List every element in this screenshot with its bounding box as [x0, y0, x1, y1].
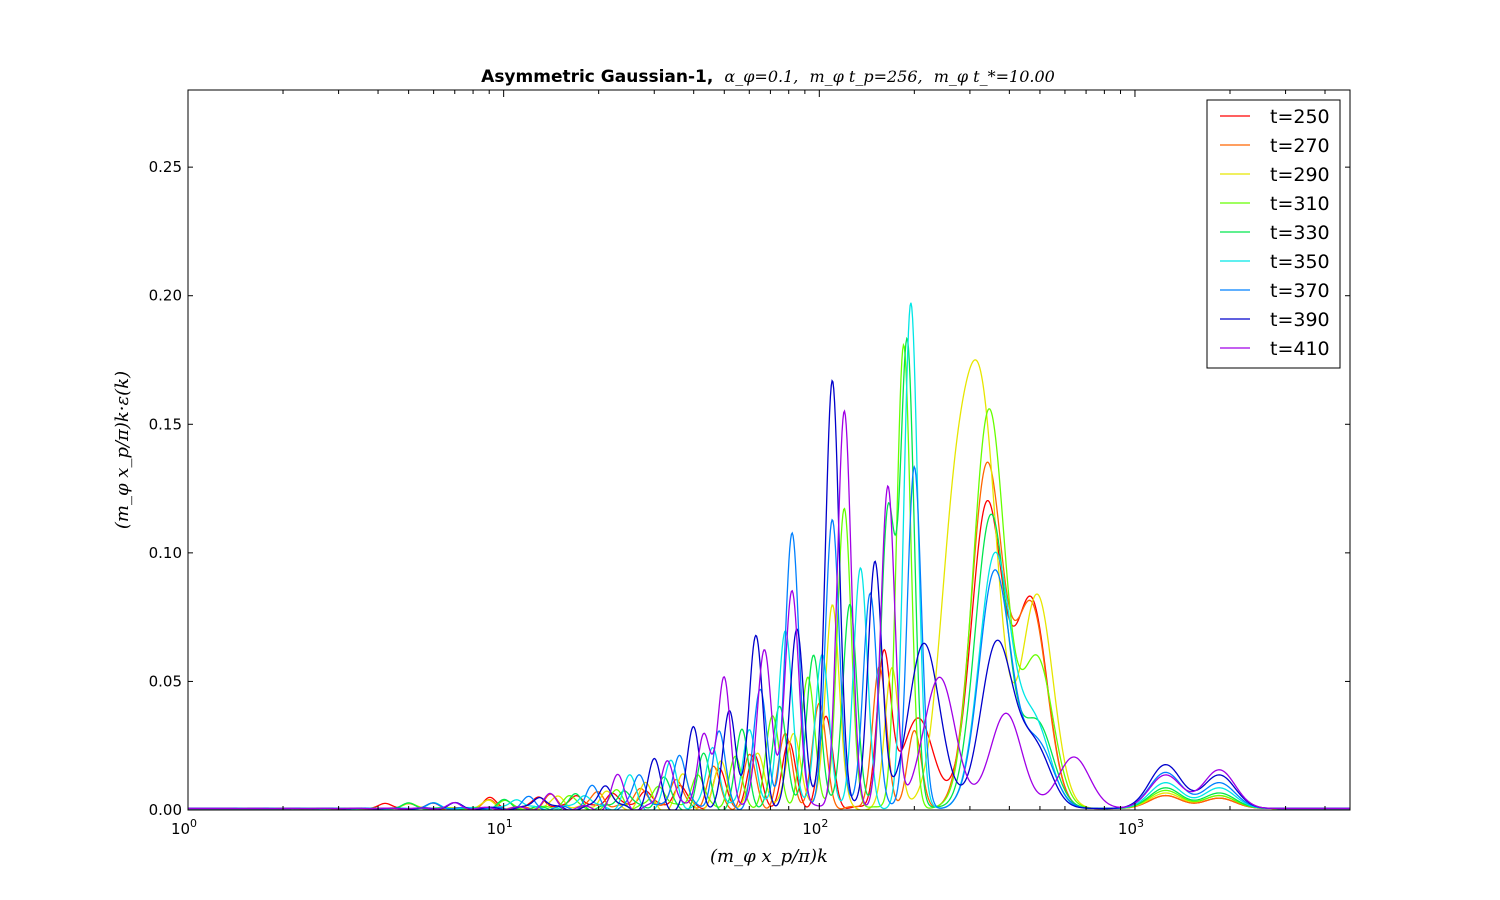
- legend-label: t=390: [1270, 309, 1330, 331]
- x-tick-label-base: 10: [1118, 820, 1137, 838]
- y-tick-label: 0.15: [149, 415, 182, 433]
- series-line-t-330: [188, 336, 1350, 810]
- series-line-t-250: [188, 499, 1350, 810]
- chart-title-param-tp: m_φ t_p=256,: [809, 67, 922, 86]
- legend-label: t=270: [1270, 135, 1330, 157]
- legend-label: t=350: [1270, 251, 1330, 273]
- y-axis-label: (m_φ x_p/π)k·ε(k): [112, 371, 133, 529]
- series-line-t-390: [188, 379, 1350, 810]
- x-tick-label: 101: [487, 817, 513, 838]
- x-axis-label: (m_φ x_p/π)k: [710, 846, 828, 867]
- x-tick-label-exponent: 0: [190, 817, 197, 830]
- x-tick-label: 100: [171, 817, 197, 838]
- legend-label: t=250: [1270, 106, 1330, 128]
- x-tick-label: 103: [1118, 817, 1144, 838]
- x-tick-label-base: 10: [487, 820, 506, 838]
- chart-title-main: Asymmetric Gaussian-1,: [481, 67, 713, 87]
- x-tick-label: 102: [802, 817, 828, 838]
- x-tick-label-base: 10: [171, 820, 190, 838]
- x-tick-label-exponent: 2: [821, 817, 828, 830]
- series-lines: [188, 302, 1350, 810]
- legend-label: t=330: [1270, 222, 1330, 244]
- series-line-t-350: [188, 302, 1350, 810]
- y-tick-label: 0.00: [149, 801, 182, 819]
- legend-label: t=310: [1270, 193, 1330, 215]
- x-tick-label-exponent: 1: [506, 817, 513, 830]
- legend-label: t=370: [1270, 280, 1330, 302]
- legend-label: t=290: [1270, 164, 1330, 186]
- series-line-t-410: [188, 409, 1350, 810]
- x-tick-label-exponent: 3: [1137, 817, 1144, 830]
- series-line-t-290: [188, 359, 1350, 810]
- plot-frame: [187, 89, 1351, 811]
- legend: t=250 t=270 t=290 t=310 t=330 t=350 t=370 t=390…: [1206, 99, 1341, 369]
- y-tick-label: 0.25: [149, 158, 182, 176]
- chart-title-param-alpha: α_φ=0.1,: [724, 67, 798, 86]
- series-line-t-310: [188, 342, 1350, 810]
- legend-label: t=410: [1270, 338, 1330, 360]
- y-tick-label: 0.05: [149, 672, 182, 690]
- y-tick-label: 0.20: [149, 287, 182, 305]
- chart-title: Asymmetric Gaussian-1, α_φ=0.1, m_φ t_p=…: [481, 67, 1055, 87]
- y-tick-label: 0.10: [149, 544, 182, 562]
- x-tick-label-base: 10: [802, 820, 821, 838]
- chart-title-param-tstar: m_φ t_*=10.00: [934, 67, 1055, 86]
- series-line-t-370: [188, 465, 1350, 810]
